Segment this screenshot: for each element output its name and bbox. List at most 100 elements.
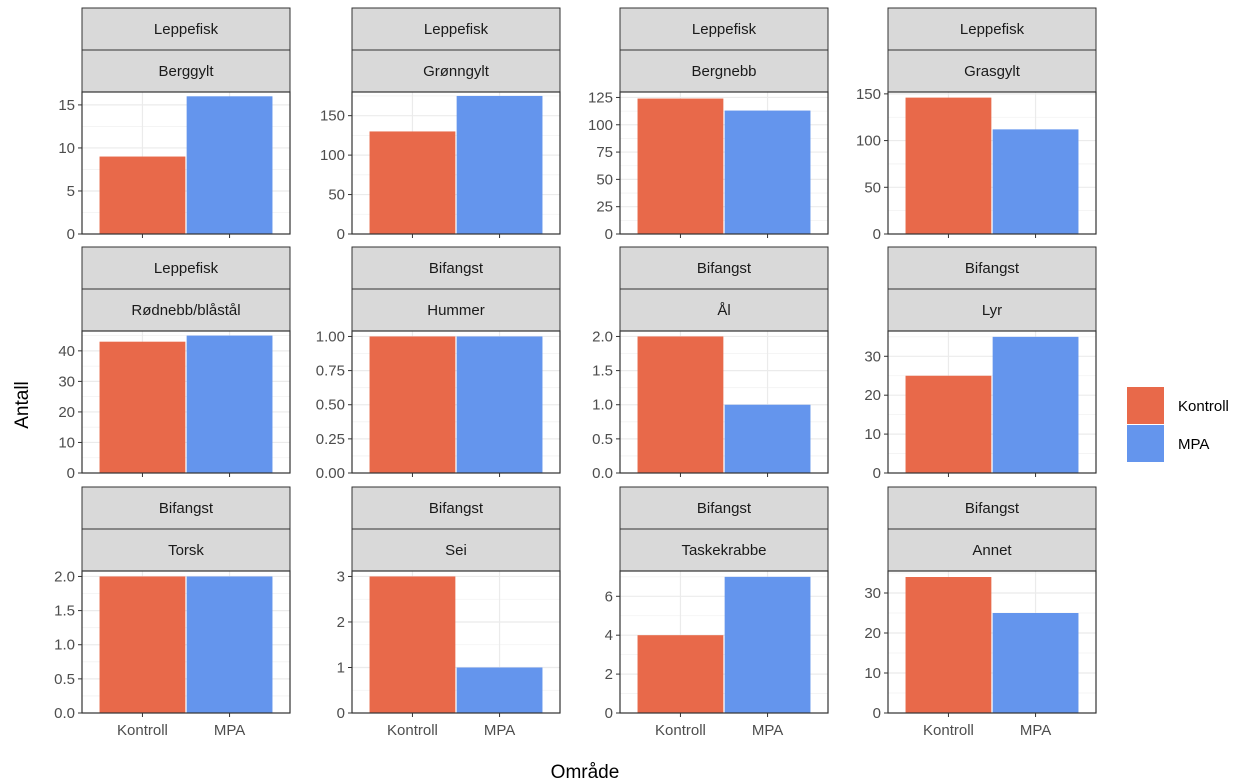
y-tick-label: 0 [605, 226, 613, 243]
plot-border [81, 91, 291, 235]
strip-group-label: Leppefisk [692, 21, 757, 38]
panel-2: Leppefisk Bergnebb 0 25 50 75 100 125 [588, 7, 829, 243]
plot-border [887, 330, 1097, 474]
y-tick-label: 0 [873, 705, 881, 722]
y-tick-label: 0.0 [54, 705, 75, 722]
plot-border [619, 570, 829, 714]
strip-species [619, 288, 829, 332]
y-tick-label: 50 [596, 171, 613, 188]
strip-group-label: Bifangst [697, 500, 752, 517]
y-tick-label: 0.5 [592, 431, 613, 448]
y-tick-label: 30 [864, 585, 881, 602]
panel-0: Leppefisk Berggylt 0 5 10 15 [58, 7, 291, 243]
y-tick-label: 150 [856, 86, 881, 103]
strip-species [351, 528, 561, 572]
bar-kontroll [369, 131, 456, 234]
strip-species [619, 49, 829, 93]
y-tick-label: 0 [873, 465, 881, 482]
strip-species-label: Taskekrabbe [681, 542, 766, 559]
bar-mpa [186, 576, 273, 713]
panel-1: Leppefisk Grønngylt 0 50 100 150 [320, 7, 561, 243]
bar-mpa [456, 667, 543, 713]
strip-group-label: Bifangst [965, 500, 1020, 517]
strip-group-label: Bifangst [697, 260, 752, 277]
y-tick-label: 0 [337, 226, 345, 243]
strip-group [619, 486, 829, 530]
y-tick-label: 30 [58, 373, 75, 390]
legend-key-mpa [1127, 425, 1164, 462]
bar-kontroll [369, 576, 456, 713]
y-tick-label: 10 [864, 426, 881, 443]
y-tick-label: 1.0 [592, 397, 613, 414]
bar-kontroll [99, 576, 186, 713]
y-tick-label: 0 [67, 226, 75, 243]
y-tick-label: 2.0 [592, 328, 613, 345]
panel-4: Leppefisk Rødnebb/blåstål 0 10 20 30 40 [58, 246, 291, 482]
y-tick-label: 6 [605, 588, 613, 605]
x-tick-label: MPA [484, 722, 515, 739]
y-tick-label: 0.00 [316, 465, 345, 482]
bar-kontroll [905, 375, 992, 473]
strip-species [351, 288, 561, 332]
plot-border [351, 330, 561, 474]
strip-species-label: Torsk [168, 542, 204, 559]
strip-species-label: Rødnebb/blåstål [131, 302, 240, 319]
y-tick-label: 125 [588, 89, 613, 106]
bar-mpa [992, 129, 1079, 234]
y-tick-label: 1.5 [54, 603, 75, 620]
x-tick-label: MPA [1020, 722, 1051, 739]
strip-species-label: Berggylt [158, 63, 214, 80]
y-tick-label: 2.0 [54, 568, 75, 585]
panel-10: Bifangst Taskekrabbe 0 2 4 6 Kontroll MPA [605, 486, 829, 739]
bar-mpa [724, 576, 811, 713]
strip-species [887, 528, 1097, 572]
y-tick-label: 0.0 [592, 465, 613, 482]
y-tick-label: 0 [337, 705, 345, 722]
bar-kontroll [99, 341, 186, 473]
x-tick-label: Kontroll [655, 722, 706, 739]
y-tick-label: 1.0 [54, 637, 75, 654]
strip-group-label: Leppefisk [960, 21, 1025, 38]
plot-border [351, 570, 561, 714]
strip-species-label: Lyr [982, 302, 1002, 319]
y-tick-label: 4 [605, 627, 613, 644]
y-tick-label: 0 [67, 465, 75, 482]
y-tick-label: 5 [67, 183, 75, 200]
plot-border [887, 91, 1097, 235]
y-tick-label: 100 [588, 117, 613, 134]
bar-kontroll [905, 577, 992, 713]
bar-kontroll [905, 97, 992, 235]
y-tick-label: 1 [337, 659, 345, 676]
panel-11: Bifangst Annet 0 10 20 30 Kontroll MPA [864, 486, 1097, 739]
strip-group-label: Leppefisk [154, 260, 219, 277]
panel-5: Bifangst Hummer 0.00 0.25 0.50 0.75 1.00 [316, 246, 561, 482]
panel-8: Bifangst Torsk 0.0 0.5 1.0 1.5 2.0 Kontroll MPA [54, 486, 291, 739]
strip-group [887, 246, 1097, 290]
strip-group-label: Bifangst [429, 260, 484, 277]
bar-mpa [456, 95, 543, 234]
x-tick-label: MPA [214, 722, 245, 739]
strip-species-label: Grasgylt [964, 63, 1021, 80]
panel-7: Bifangst Lyr 0 10 20 30 [864, 246, 1097, 482]
y-tick-label: 75 [596, 144, 613, 161]
y-tick-label: 1.00 [316, 328, 345, 345]
y-tick-label: 0 [873, 226, 881, 243]
panel-3: Leppefisk Grasgylt 0 50 100 150 [856, 7, 1097, 243]
panels: LeppefiskBerggylt051015LeppefiskGrønngyl… [54, 7, 1097, 739]
y-tick-label: 100 [856, 133, 881, 150]
legend-label: Kontroll [1178, 398, 1229, 415]
bar-mpa [992, 613, 1079, 713]
y-tick-label: 1.5 [592, 363, 613, 380]
strip-group [619, 246, 829, 290]
plot-border [81, 330, 291, 474]
y-tick-label: 30 [864, 348, 881, 365]
y-tick-label: 20 [864, 387, 881, 404]
strip-group [887, 486, 1097, 530]
y-tick-label: 20 [58, 404, 75, 421]
y-tick-label: 0.25 [316, 431, 345, 448]
legend: Kontroll MPA [1127, 387, 1229, 462]
y-tick-label: 100 [320, 147, 345, 164]
strip-species-label: Grønngylt [423, 63, 490, 80]
bar-mpa [186, 335, 273, 473]
strip-group [351, 486, 561, 530]
